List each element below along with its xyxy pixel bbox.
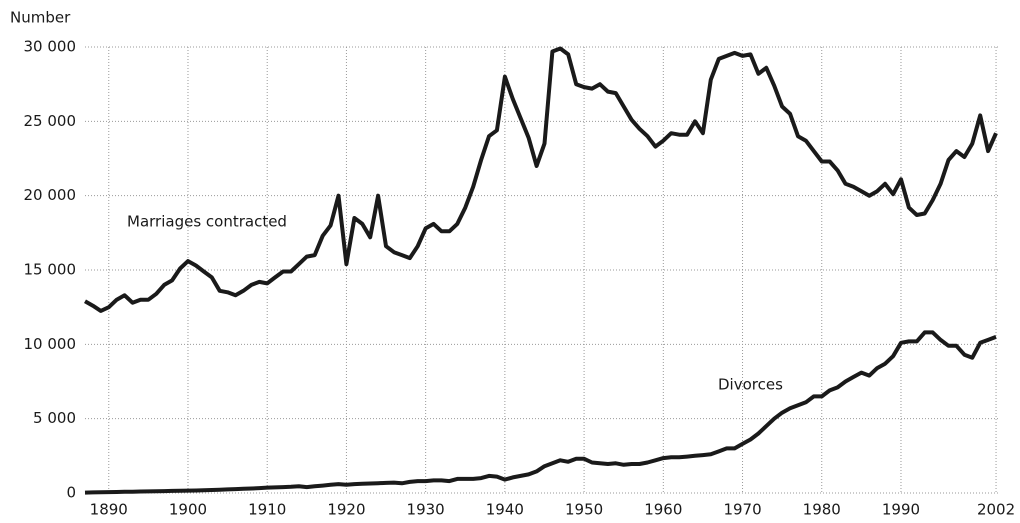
x-tick-label: 1910 bbox=[248, 501, 286, 519]
y-tick-label: 20 000 bbox=[24, 186, 77, 204]
y-tick-label: 25 000 bbox=[24, 112, 77, 130]
x-tick-label: 1890 bbox=[90, 501, 128, 519]
x-tick-label: 1960 bbox=[644, 501, 682, 519]
series-label: Marriages contracted bbox=[127, 213, 287, 231]
x-tick-label: 1980 bbox=[803, 501, 841, 519]
x-tick-label: 1940 bbox=[486, 501, 524, 519]
y-axis-label: Number bbox=[10, 9, 71, 27]
y-tick-label: 0 bbox=[66, 484, 76, 502]
series-label: Divorces bbox=[718, 376, 783, 394]
x-tick-label: 1900 bbox=[169, 501, 207, 519]
y-tick-label: 30 000 bbox=[24, 38, 77, 56]
y-tick-label: 5 000 bbox=[33, 409, 76, 427]
x-tick-label: 1920 bbox=[327, 501, 365, 519]
x-tick-label: 1990 bbox=[882, 501, 920, 519]
data-line bbox=[84, 46, 998, 313]
x-tick-label: 2002 bbox=[977, 501, 1015, 519]
x-tick-label: 1950 bbox=[565, 501, 603, 519]
y-tick-label: 15 000 bbox=[24, 261, 77, 279]
data-line bbox=[84, 330, 997, 495]
y-tick-label: 10 000 bbox=[24, 335, 77, 353]
x-tick-label: 1970 bbox=[723, 501, 761, 519]
x-tick-label: 1930 bbox=[407, 501, 445, 519]
